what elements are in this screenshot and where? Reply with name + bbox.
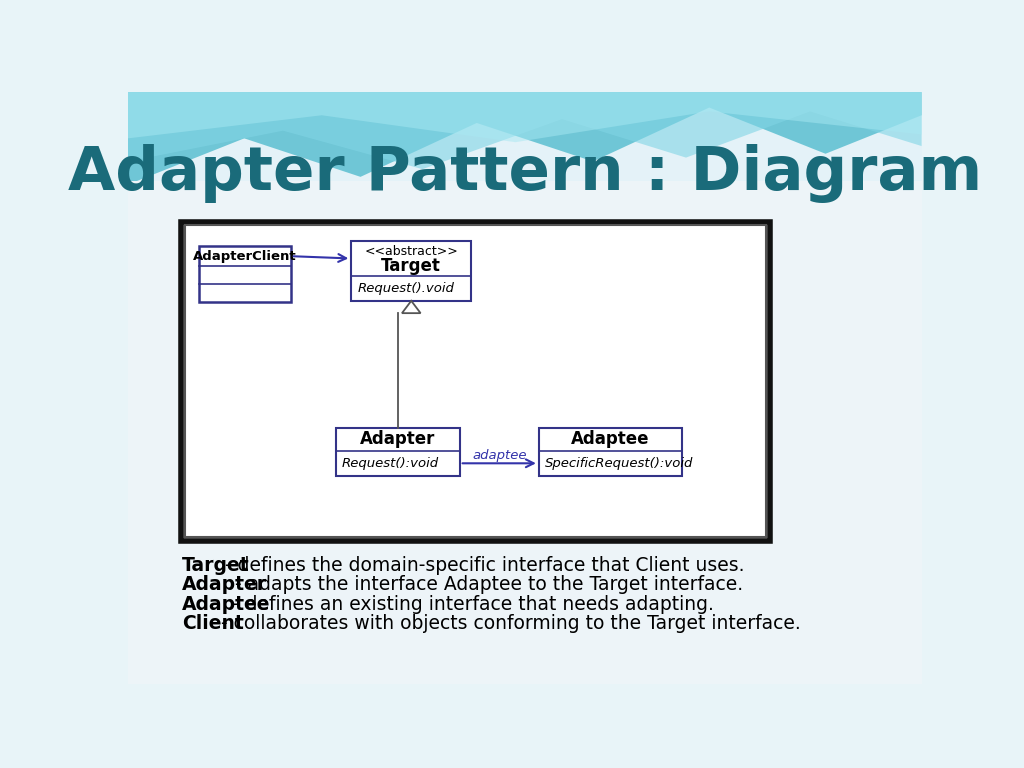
Bar — [128, 180, 922, 684]
Text: Adapter: Adapter — [360, 430, 435, 449]
Bar — [180, 221, 770, 541]
Text: adaptee: adaptee — [472, 449, 526, 462]
Text: Adapter: Adapter — [182, 575, 267, 594]
Text: - defines the domain-specific interface that Client uses.: - defines the domain-specific interface … — [219, 556, 744, 575]
Bar — [184, 225, 766, 538]
Text: SpecificRequest():void: SpecificRequest():void — [545, 457, 693, 470]
Bar — [200, 247, 291, 302]
Text: AdapterClient: AdapterClient — [194, 250, 297, 263]
Text: Client: Client — [182, 614, 244, 633]
Bar — [539, 428, 682, 475]
Text: Adaptee: Adaptee — [182, 594, 270, 614]
Text: Target: Target — [381, 257, 441, 275]
Polygon shape — [128, 92, 922, 142]
Polygon shape — [128, 92, 922, 184]
Polygon shape — [128, 92, 922, 169]
Text: Request().void: Request().void — [357, 282, 455, 295]
Text: <<abstract>>: <<abstract>> — [365, 245, 458, 258]
Text: - adapts the interface Adaptee to the Target interface.: - adapts the interface Adaptee to the Ta… — [228, 575, 742, 594]
Text: - defines an existing interface that needs adapting.: - defines an existing interface that nee… — [227, 594, 714, 614]
Text: Adaptee: Adaptee — [571, 430, 649, 449]
Text: - collaborates with objects conforming to the Target interface.: - collaborates with objects conforming t… — [215, 614, 801, 633]
Text: Target: Target — [182, 556, 250, 575]
Text: Request():void: Request():void — [342, 457, 439, 470]
Bar — [351, 241, 471, 301]
Text: Adapter Pattern : Diagram: Adapter Pattern : Diagram — [68, 144, 982, 203]
Bar — [336, 428, 460, 475]
